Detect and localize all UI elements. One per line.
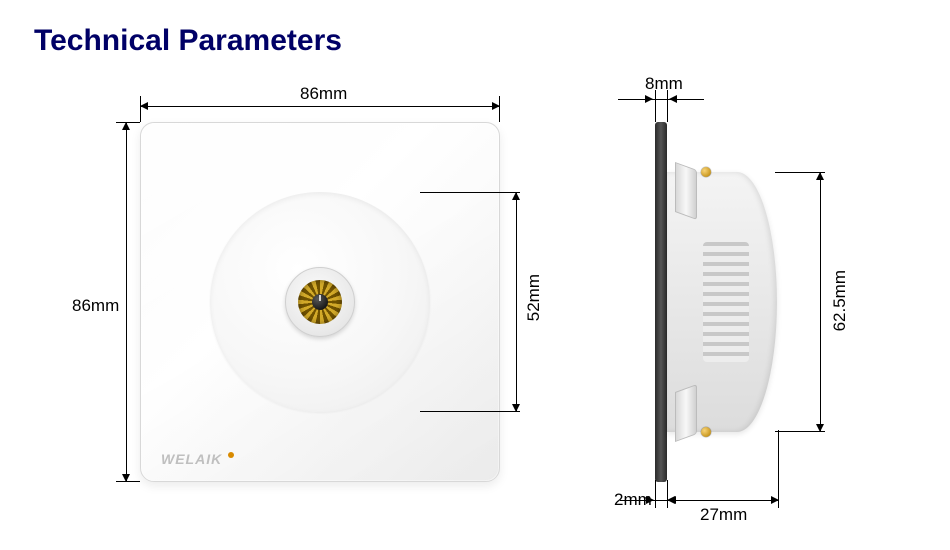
front-panel: WELAIK xyxy=(140,122,500,482)
dim-body-height: 62.5mm xyxy=(830,270,850,331)
mounting-clip xyxy=(675,384,697,442)
arrow-icon xyxy=(512,192,520,200)
arrow-icon xyxy=(816,172,824,180)
arrow-icon xyxy=(646,496,654,504)
dim-body-depth: 27mm xyxy=(700,505,747,525)
brass-terminal xyxy=(701,427,711,437)
dim-tick xyxy=(655,480,656,508)
vent-grille xyxy=(703,242,749,362)
arrow-icon xyxy=(122,122,130,130)
dim-line xyxy=(140,106,500,107)
dim-front-width: 86mm xyxy=(300,84,347,104)
arrow-icon xyxy=(667,496,675,504)
page-title: Technical Parameters xyxy=(34,24,342,58)
dim-tick xyxy=(655,90,656,122)
dim-tick xyxy=(140,96,141,122)
dim-tick xyxy=(499,96,500,122)
brand-label: WELAIK xyxy=(161,451,234,467)
dim-front-height: 86mm xyxy=(72,296,119,316)
dim-line xyxy=(618,99,704,100)
dim-ring-diameter: 52mm xyxy=(524,274,544,321)
arrow-icon xyxy=(140,102,148,110)
dim-tick xyxy=(420,411,520,412)
dim-tick xyxy=(775,172,825,173)
side-view xyxy=(655,122,815,482)
dim-tick xyxy=(420,192,520,193)
button-swirl xyxy=(298,280,342,324)
dim-tick xyxy=(667,90,668,122)
dim-line xyxy=(516,192,517,412)
side-body xyxy=(667,172,777,432)
dim-tick xyxy=(116,481,140,482)
arrow-icon xyxy=(645,95,653,103)
mounting-clip xyxy=(675,162,697,220)
dim-tick xyxy=(116,122,140,123)
dim-plate-thickness: 8mm xyxy=(645,74,683,94)
brass-terminal xyxy=(701,167,711,177)
dim-line xyxy=(667,500,779,501)
dim-tick xyxy=(775,431,825,432)
arrow-icon xyxy=(669,95,677,103)
touch-button xyxy=(285,267,355,337)
dim-line xyxy=(126,122,127,482)
side-plate xyxy=(655,122,667,482)
button-knob xyxy=(312,294,328,310)
dim-tick xyxy=(778,430,779,508)
dim-line xyxy=(820,172,821,432)
